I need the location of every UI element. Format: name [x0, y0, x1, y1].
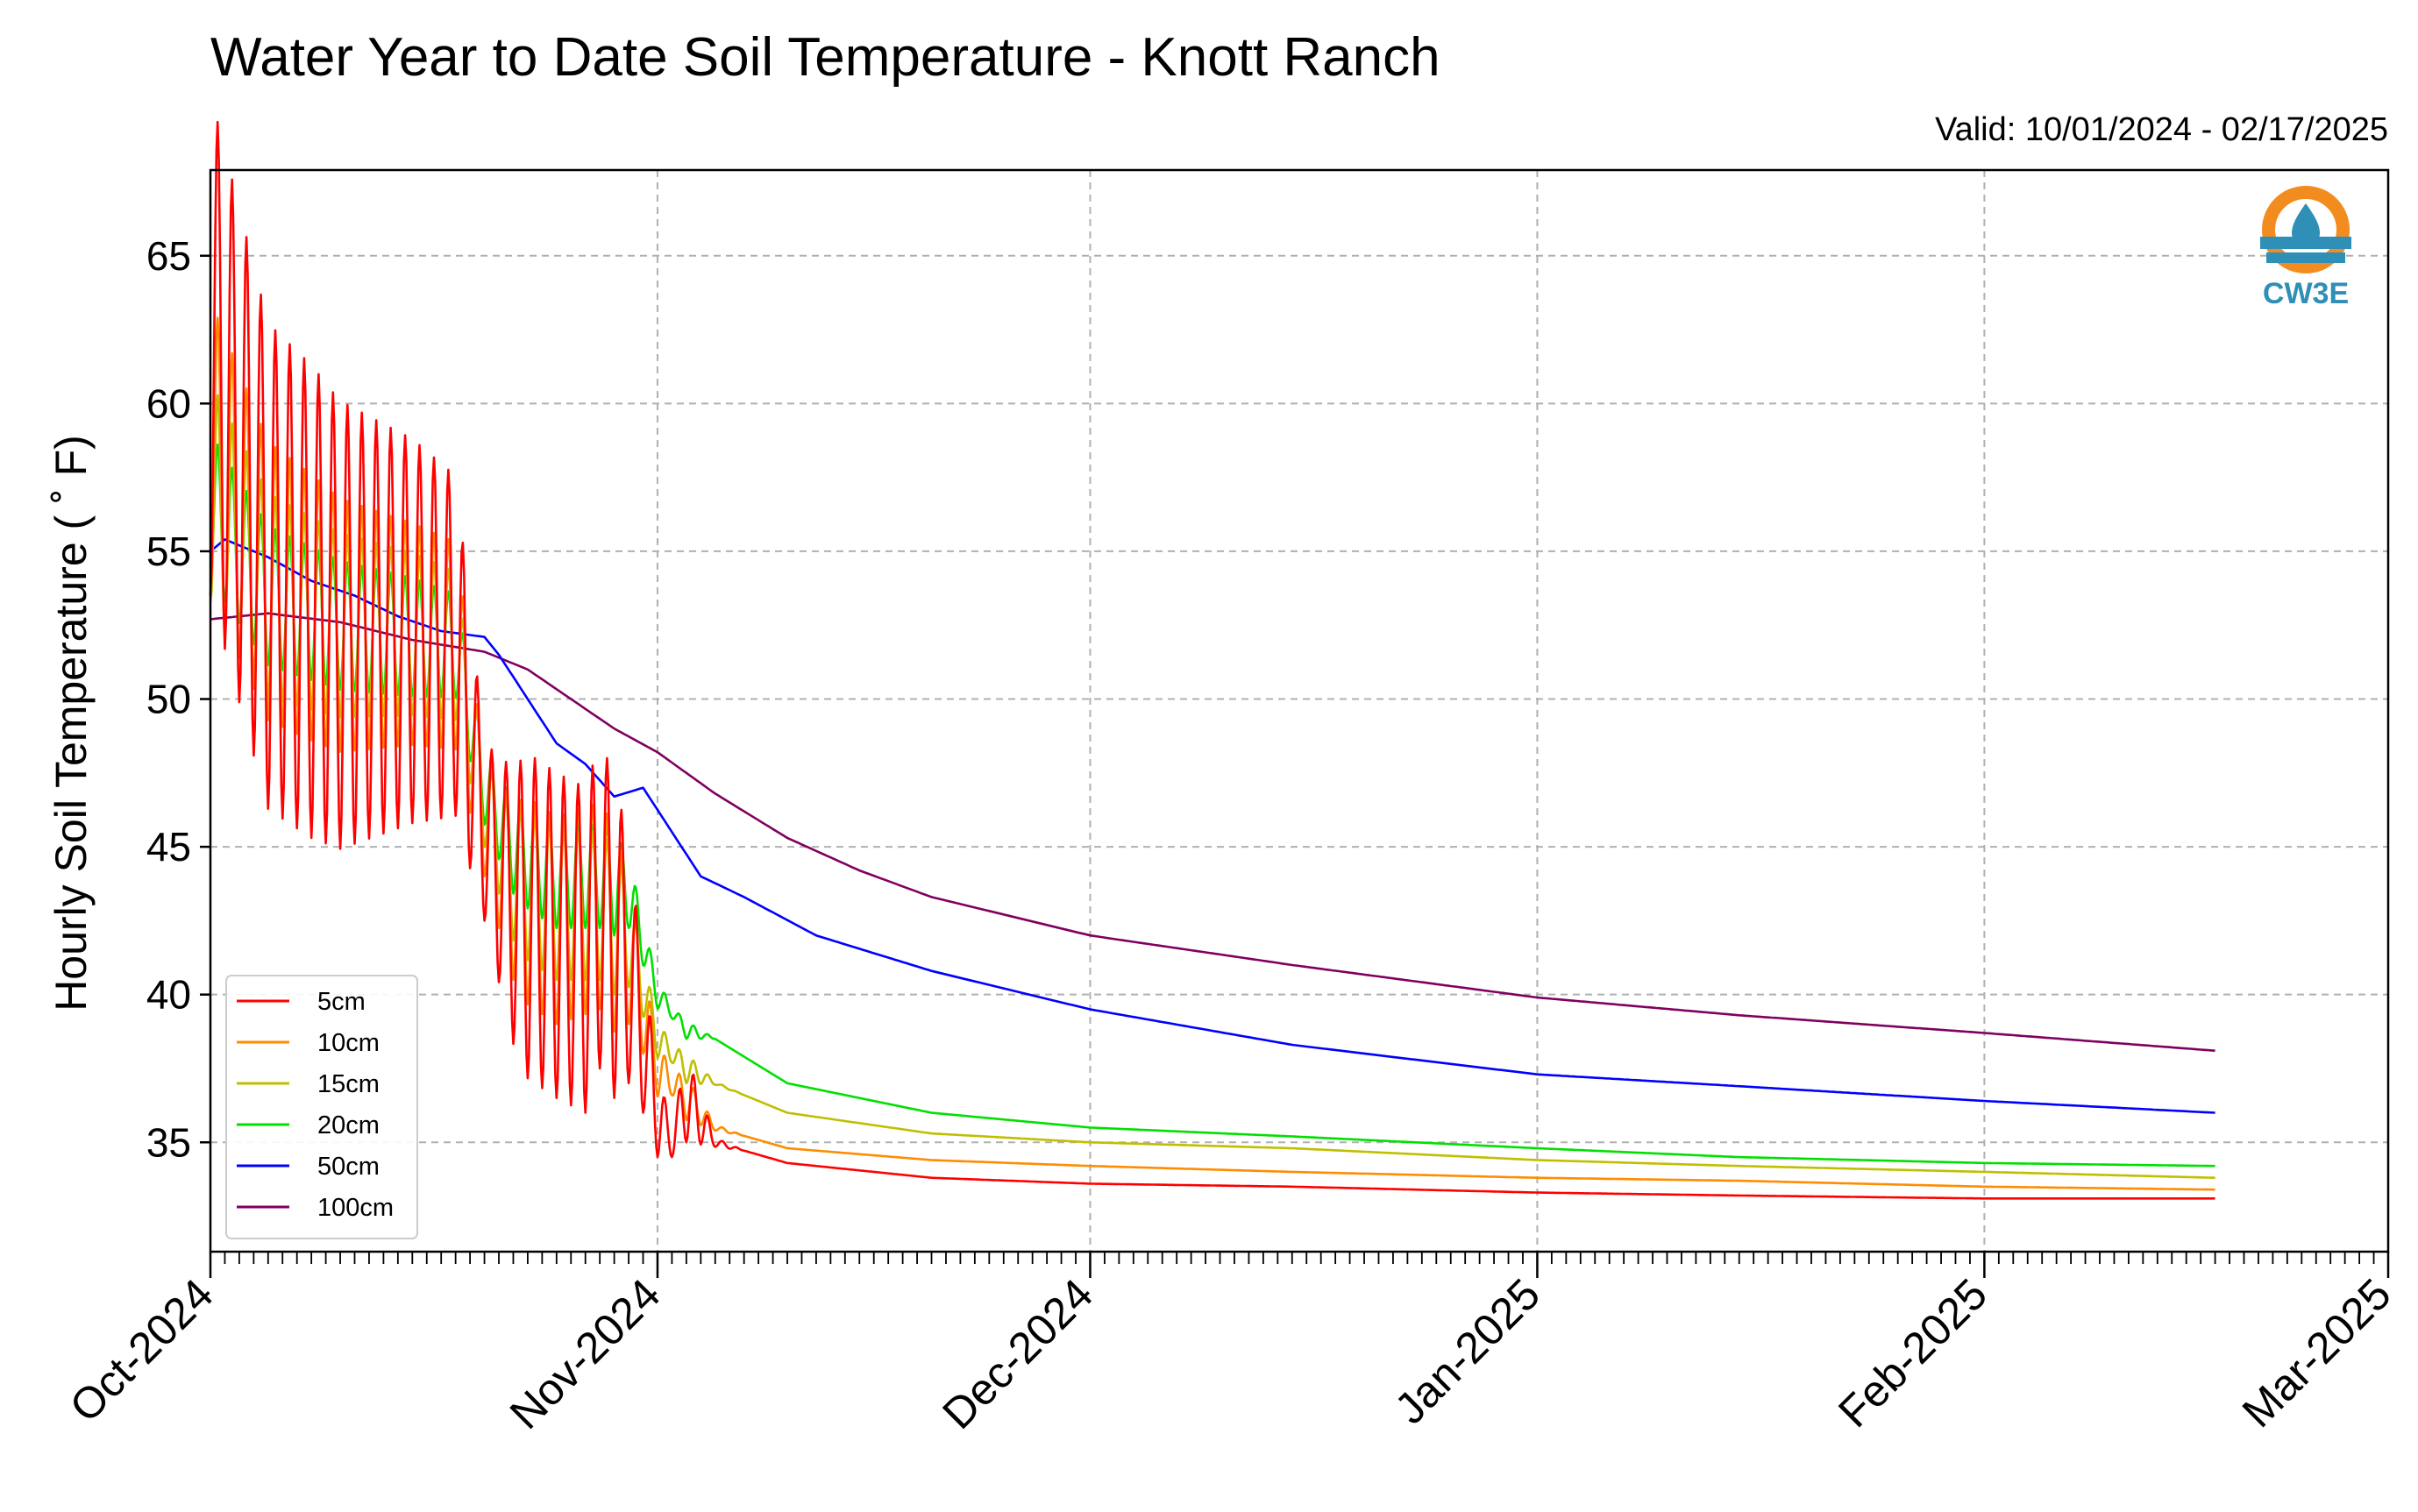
y-tick-label: 50	[146, 677, 191, 722]
axis-layer: 35 40 45 50 55 60 65 Oct-2024 Nov-2024 Dec-2024 Ja…	[60, 233, 2400, 1438]
y-tick-label: 60	[146, 380, 191, 426]
chart-title: Water Year to Date Soil Temperature - Kn…	[210, 27, 1440, 88]
x-tick-label: Jan-2025	[1385, 1269, 1549, 1433]
series-line-5cm	[209, 120, 2215, 1200]
y-tick-label: 55	[146, 529, 191, 574]
logo-text: CW3E	[2263, 277, 2349, 310]
x-tick-label: Mar-2025	[2233, 1269, 2400, 1437]
y-tick-label: 35	[146, 1119, 191, 1165]
grid-layer	[210, 170, 2388, 1252]
series-layer	[209, 120, 2215, 1200]
x-tick-label: Oct-2024	[60, 1269, 223, 1431]
legend-label-20cm: 20cm	[317, 1111, 380, 1139]
plot-frame	[209, 168, 2390, 1253]
y-tick-label: 40	[146, 972, 191, 1018]
legend-label-100cm: 100cm	[317, 1194, 394, 1222]
x-tick-label: Dec-2024	[933, 1269, 1102, 1438]
y-axis-label: Hourly Soil Temperature ( ˚ F)	[46, 435, 96, 1012]
y-tick-label: 65	[146, 233, 191, 279]
series-line-15cm	[209, 394, 2215, 1179]
x-tick-label: Feb-2025	[1829, 1269, 1996, 1437]
legend-label-10cm: 10cm	[317, 1029, 380, 1057]
series-line-10cm	[209, 316, 2215, 1191]
cw3e-logo: CW3E	[2260, 186, 2351, 310]
series-line-20cm	[209, 444, 2215, 1168]
series-line-50cm	[210, 538, 2215, 1114]
y-tick-label: 45	[146, 824, 191, 870]
logo-wave-band-2	[2266, 252, 2345, 263]
series-line-100cm	[210, 612, 2215, 1052]
x-tick-label: Nov-2024	[501, 1269, 670, 1438]
legend-entries: 5cm 10cm 15cm 20cm 50cm 100cm	[237, 988, 394, 1222]
legend-label-15cm: 15cm	[317, 1070, 380, 1098]
legend-label-5cm: 5cm	[317, 988, 366, 1016]
legend-label-50cm: 50cm	[317, 1153, 380, 1181]
water-drop-icon	[2292, 203, 2320, 247]
chart-subtitle: Valid: 10/01/2024 - 02/17/2025	[1935, 111, 2388, 148]
legend: 5cm 10cm 15cm 20cm 50cm 100cm	[225, 975, 418, 1239]
